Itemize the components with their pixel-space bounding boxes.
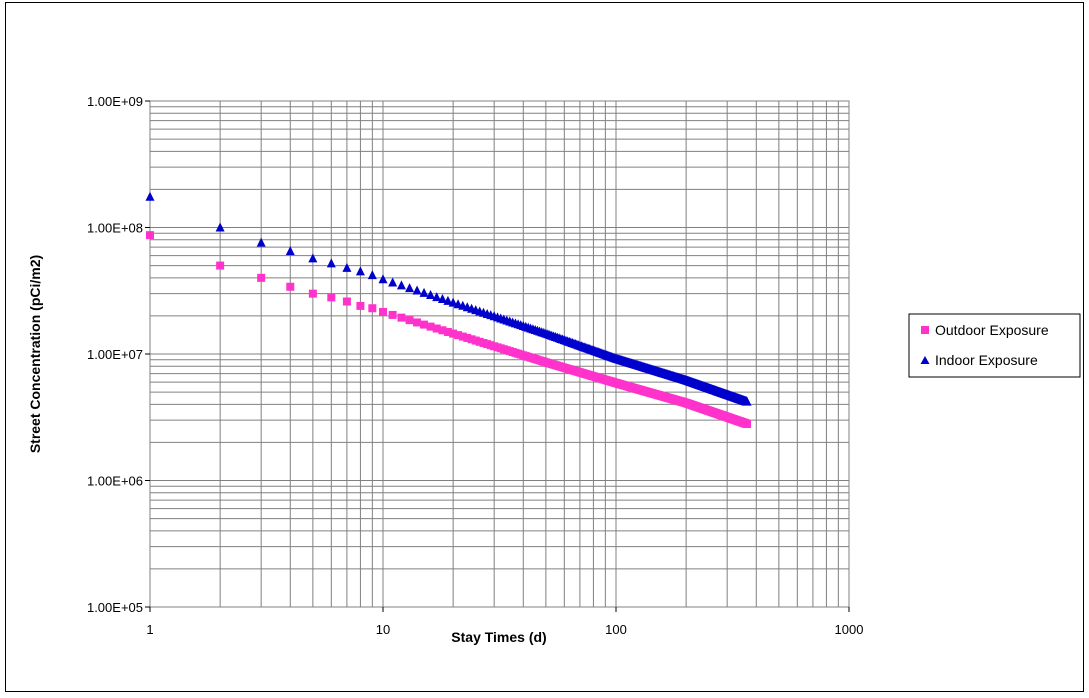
outdoor-point <box>420 320 429 329</box>
indoor-point <box>378 274 388 284</box>
indoor-point <box>405 283 415 293</box>
outdoor-point <box>443 327 452 336</box>
indoor-point <box>443 295 453 305</box>
indoor-point <box>419 287 429 297</box>
outdoor-point <box>426 322 435 331</box>
outdoor-point <box>257 273 266 282</box>
outdoor-point <box>438 326 447 335</box>
outdoor-point <box>388 310 397 319</box>
outdoor-point <box>286 282 295 291</box>
indoor-point <box>396 280 406 290</box>
outdoor-point <box>368 304 377 313</box>
series-indoor <box>145 191 752 406</box>
legend-label-outdoor: Outdoor Exposure <box>935 322 1049 338</box>
outdoor-point <box>743 419 752 428</box>
indoor-point <box>256 237 266 247</box>
legend-box <box>908 313 1081 378</box>
outdoor-point <box>432 324 441 333</box>
x-tick-label: 10 <box>376 622 390 637</box>
indoor-point <box>448 297 458 307</box>
legend-marker-indoor <box>920 356 930 364</box>
indoor-point <box>355 266 365 276</box>
series-outdoor <box>146 231 752 428</box>
x-axis-title: Stay Times (d) <box>451 629 546 645</box>
indoor-point <box>326 258 336 268</box>
indoor-point <box>742 396 752 406</box>
y-axis-title: Street Concentration (pCi/m2) <box>27 255 43 453</box>
outdoor-point <box>458 332 467 341</box>
outdoor-point <box>146 231 154 240</box>
data-points <box>145 191 752 428</box>
outdoor-point <box>463 333 472 342</box>
indoor-point <box>432 292 442 302</box>
legend-marker-outdoor <box>921 326 929 334</box>
indoor-point <box>215 222 225 232</box>
outdoor-point <box>467 335 476 344</box>
indoor-point <box>412 285 422 295</box>
y-tick-label: 1.00E+07 <box>87 347 143 362</box>
outdoor-point <box>379 307 387 316</box>
legend-label-indoor: Indoor Exposure <box>935 352 1038 368</box>
outdoor-point <box>454 331 463 340</box>
outdoor-point <box>308 289 317 298</box>
outdoor-point <box>413 318 422 327</box>
y-tick-label: 1.00E+06 <box>87 474 143 489</box>
indoor-point <box>388 277 398 287</box>
y-tick-label: 1.00E+08 <box>87 221 143 236</box>
outdoor-point <box>342 297 351 306</box>
tick-labels: 1 10 100 1000 1.00E+05 1.00E+06 1.00E+07 1.00E+… <box>87 94 863 637</box>
indoor-point <box>308 253 318 263</box>
x-tick-label: 1000 <box>835 622 864 637</box>
x-tick-label: 100 <box>605 622 627 637</box>
outdoor-point <box>397 313 406 322</box>
indoor-point <box>367 270 377 280</box>
outdoor-point <box>216 261 225 270</box>
indoor-point <box>437 294 447 304</box>
outdoor-point <box>356 301 365 310</box>
y-tick-label: 1.00E+09 <box>87 94 143 109</box>
y-tick-label: 1.00E+05 <box>87 600 143 615</box>
indoor-point <box>285 246 295 256</box>
outdoor-point <box>405 316 414 325</box>
indoor-point <box>426 290 436 300</box>
indoor-point <box>342 262 352 272</box>
outdoor-point <box>449 329 458 338</box>
indoor-point <box>145 191 155 201</box>
x-tick-label: 1 <box>146 622 153 637</box>
outdoor-point <box>327 293 336 302</box>
